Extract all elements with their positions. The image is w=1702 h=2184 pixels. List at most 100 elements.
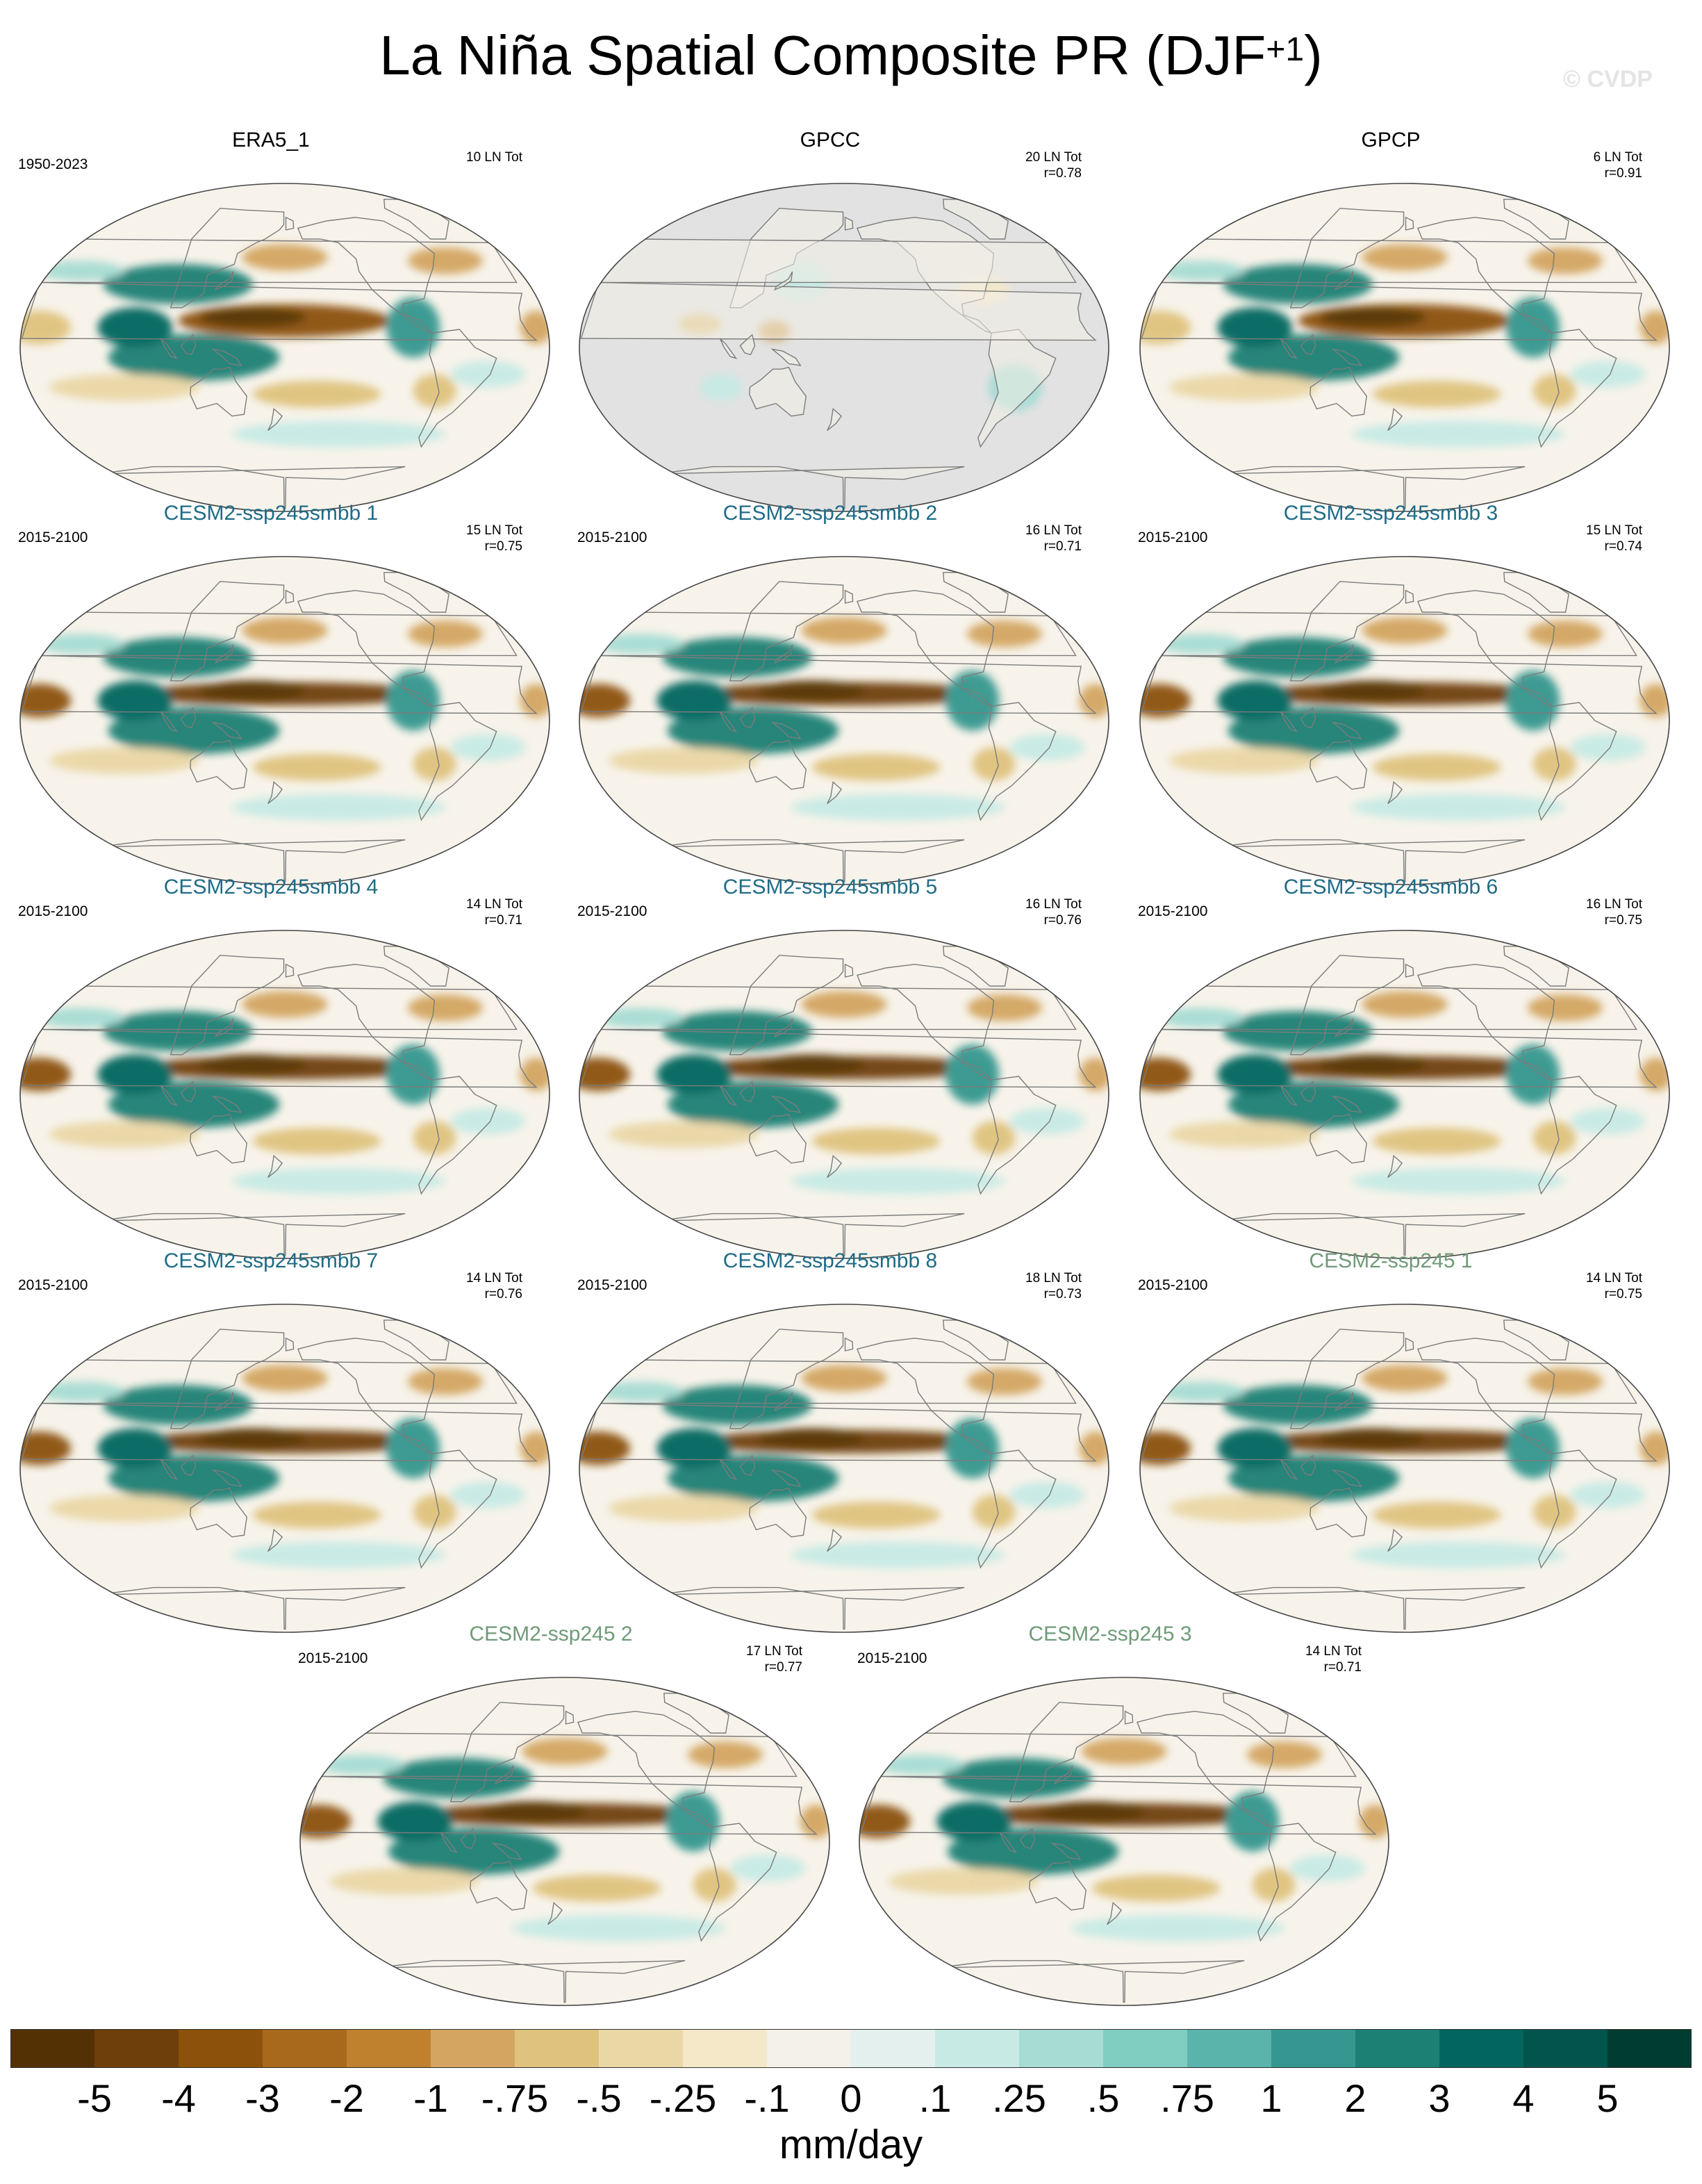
anomaly-region <box>38 1381 124 1402</box>
coastline-north-america <box>856 964 995 1081</box>
coastline-asia-west <box>844 1337 854 1352</box>
world-map <box>1139 1304 1670 1633</box>
coastline-eurasia-west <box>597 611 1077 657</box>
anomaly-region <box>108 707 280 754</box>
panel-title: GPCP <box>1361 129 1421 151</box>
anomaly-region <box>1009 1108 1085 1135</box>
anomaly-region <box>1081 1738 1167 1765</box>
map-outline <box>1139 930 1670 1259</box>
coastline-new-zealand <box>827 408 843 432</box>
anomaly-region <box>408 1368 483 1395</box>
map-panel: CESM2-ssp245smbb 3 2015-2100 15 LN Tot r=0.… <box>1120 502 1670 885</box>
coastline-australia <box>190 739 248 790</box>
anomaly-region <box>972 1121 1016 1155</box>
map-outline <box>1139 183 1670 512</box>
coastline-africa-east <box>580 655 1097 714</box>
coastline-maritime-sumatra <box>160 711 179 732</box>
coastline-north-america <box>297 964 436 1081</box>
panel-stats: 14 LN Tot r=0.76 <box>466 1270 522 1302</box>
anomaly-region <box>1570 361 1646 388</box>
panel-stats: 20 LN Tot r=0.78 <box>1025 149 1082 181</box>
anomaly-region <box>1252 1868 1296 1902</box>
colorbar-swatch <box>347 2029 431 2068</box>
coastline-asia-west <box>1405 963 1414 978</box>
anomaly-region <box>520 1431 550 1465</box>
coastline-eurasia-west <box>1158 611 1637 657</box>
coastline-maritime-borneo <box>180 1454 197 1477</box>
panel-stats: 16 LN Tot r=0.76 <box>1025 896 1082 928</box>
panel-stats: 16 LN Tot r=0.75 <box>1586 896 1642 928</box>
anomaly-region <box>1351 1167 1565 1194</box>
map-background <box>20 557 550 885</box>
coastline-africa-east <box>21 1028 538 1088</box>
anomaly-region <box>479 1801 586 1822</box>
anomaly-region <box>656 680 732 721</box>
event-count: 17 LN Tot <box>746 1644 802 1659</box>
coastline-africa-east <box>301 1775 818 1835</box>
anomaly-region <box>1506 1418 1560 1479</box>
panel-title: CESM2-ssp245smbb 1 <box>163 502 379 525</box>
event-count: 16 LN Tot <box>1025 523 1082 538</box>
anomaly-region <box>1359 1805 1389 1839</box>
anomaly-region <box>1362 991 1448 1018</box>
anomaly-region <box>1319 1428 1426 1449</box>
coastline-maritime-sumatra <box>1280 1459 1298 1480</box>
anomaly-region <box>450 734 526 761</box>
event-count: 16 LN Tot <box>1025 897 1082 912</box>
panel-stats: 15 LN Tot r=0.74 <box>1586 523 1642 555</box>
anomaly-region <box>1217 1054 1293 1094</box>
panel-title: CESM2-ssp245 1 <box>1309 1249 1473 1272</box>
anomaly-region <box>1528 1368 1603 1395</box>
panel-stats: 10 LN Tot <box>466 149 522 165</box>
pattern-correlation: r=0.75 <box>484 539 522 554</box>
anomaly-region <box>450 1108 526 1135</box>
anomaly-region <box>49 1495 199 1522</box>
coastline-maritime-sumatra <box>719 1085 738 1106</box>
coastline-antarctica <box>97 839 406 882</box>
anomaly-region <box>801 617 887 644</box>
coastline-africa-east <box>580 281 1097 341</box>
coastlines <box>580 199 1097 509</box>
colorbar-tick-label: 1 <box>1260 2076 1282 2120</box>
anomaly-region <box>1532 374 1576 408</box>
anomaly-region <box>511 1914 725 1941</box>
colorbar-swatch <box>10 2029 95 2068</box>
map-panel: CESM2-ssp245smbb 7 2015-2100 14 LN Tot r=0.… <box>0 1249 550 1633</box>
coastline-australia <box>470 1860 528 1911</box>
coastline-maritime-borneo <box>180 707 197 729</box>
coastline-new-guinea <box>1331 348 1362 366</box>
anomaly-region <box>386 297 440 358</box>
coastline-australia <box>1029 1860 1087 1911</box>
anomaly-region <box>1079 1058 1109 1092</box>
coastline-north-america <box>856 590 995 707</box>
anomaly-region <box>1351 794 1565 821</box>
anomaly-region <box>967 1368 1042 1395</box>
world-map <box>19 183 550 512</box>
coastline-australia <box>749 1113 807 1164</box>
panel-stats: 15 LN Tot r=0.75 <box>466 523 522 555</box>
panel-period: 2015-2100 <box>1138 529 1208 545</box>
colorbar-tick-label: -3 <box>245 2076 280 2120</box>
anomaly-region <box>1169 374 1319 401</box>
anomaly-region <box>811 1128 941 1155</box>
coastline-new-zealand <box>267 1529 283 1552</box>
coastline-south-america <box>418 1450 497 1569</box>
coastline-japan <box>214 644 234 664</box>
coastline-new-guinea <box>770 348 802 366</box>
coastline-maritime-sumatra <box>719 1459 738 1480</box>
anomaly-region <box>1319 680 1426 701</box>
coastline-maritime-borneo <box>1300 1081 1316 1103</box>
coastline-maritime-sumatra <box>1280 1085 1298 1106</box>
anomaly-region <box>1639 684 1669 718</box>
anomaly-region <box>791 1541 1005 1568</box>
panel-stats: 16 LN Tot r=0.71 <box>1025 523 1082 555</box>
pattern-correlation: r=0.77 <box>764 1660 802 1675</box>
event-count: 10 LN Tot <box>466 150 522 165</box>
anomaly-region <box>730 1855 806 1882</box>
map-background <box>579 557 1109 885</box>
coastline-australia <box>749 1487 807 1538</box>
anomaly-region <box>597 1008 684 1028</box>
map-panel: CESM2-ssp245 1 2015-2100 14 LN Tot r=0.75 <box>1120 1249 1670 1633</box>
pattern-correlation: r=0.76 <box>1043 913 1082 928</box>
coastline-africa-east <box>1141 281 1658 341</box>
